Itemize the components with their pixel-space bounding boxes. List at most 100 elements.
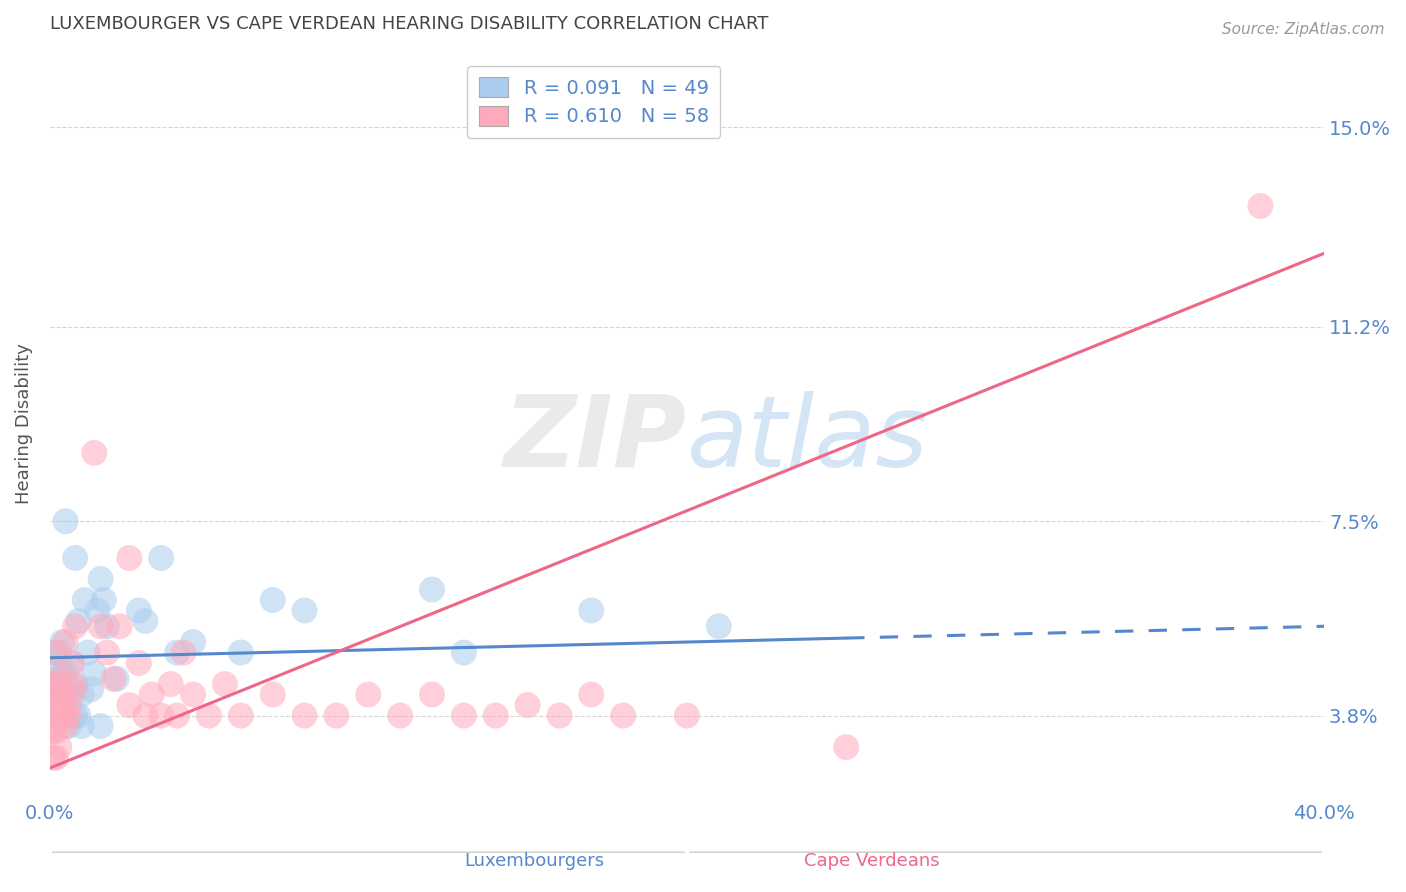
Point	[48, 688, 70, 702]
Point	[96, 619, 118, 633]
Point	[63, 708, 86, 723]
Text: Luxembourgers: Luxembourgers	[464, 852, 605, 870]
Point	[262, 688, 284, 702]
Point	[55, 635, 77, 649]
Point	[48, 698, 70, 712]
Point	[48, 677, 70, 691]
Point	[51, 698, 73, 712]
Point	[48, 656, 70, 670]
Point	[357, 688, 380, 702]
Point	[453, 708, 475, 723]
Point	[118, 551, 141, 566]
Point	[42, 750, 65, 764]
Point	[134, 708, 156, 723]
Point	[90, 719, 112, 733]
Point	[548, 708, 571, 723]
Point	[51, 698, 73, 712]
Point	[96, 646, 118, 660]
Point	[420, 688, 443, 702]
Point	[581, 603, 603, 617]
Point	[150, 708, 173, 723]
Point	[67, 614, 90, 628]
Point	[835, 740, 858, 755]
Point	[55, 708, 77, 723]
Point	[93, 593, 115, 607]
Point	[42, 677, 65, 691]
Point	[51, 666, 73, 681]
Text: Source: ZipAtlas.com: Source: ZipAtlas.com	[1222, 22, 1385, 37]
Point	[612, 708, 634, 723]
Point	[294, 708, 316, 723]
Text: LUXEMBOURGER VS CAPE VERDEAN HEARING DISABILITY CORRELATION CHART: LUXEMBOURGER VS CAPE VERDEAN HEARING DIS…	[49, 15, 768, 33]
Point	[294, 603, 316, 617]
Point	[48, 740, 70, 755]
Point	[45, 724, 67, 739]
Point	[58, 708, 80, 723]
Text: ZIP: ZIP	[503, 391, 688, 488]
Point	[105, 672, 128, 686]
Point	[51, 708, 73, 723]
Text: atlas: atlas	[688, 391, 928, 488]
Point	[45, 646, 67, 660]
Point	[60, 688, 83, 702]
Point	[173, 646, 195, 660]
Point	[55, 514, 77, 528]
Point	[55, 666, 77, 681]
Point	[51, 635, 73, 649]
Text: Cape Verdeans: Cape Verdeans	[804, 852, 939, 870]
Point	[198, 708, 221, 723]
Point	[166, 708, 188, 723]
Point	[63, 619, 86, 633]
Point	[166, 646, 188, 660]
Point	[45, 708, 67, 723]
Point	[58, 688, 80, 702]
Point	[214, 677, 236, 691]
Point	[42, 646, 65, 660]
Point	[67, 708, 90, 723]
Point	[60, 656, 83, 670]
Point	[707, 619, 730, 633]
Point	[48, 672, 70, 686]
Point	[73, 593, 96, 607]
Point	[63, 677, 86, 691]
Point	[63, 551, 86, 566]
Point	[181, 688, 204, 702]
Point	[134, 614, 156, 628]
Point	[118, 698, 141, 712]
Point	[676, 708, 699, 723]
Point	[90, 619, 112, 633]
Point	[60, 677, 83, 691]
Point	[181, 635, 204, 649]
Point	[70, 719, 93, 733]
Point	[42, 719, 65, 733]
Point	[141, 688, 163, 702]
Point	[485, 708, 508, 723]
Point	[86, 603, 108, 617]
Point	[83, 666, 105, 681]
Point	[45, 677, 67, 691]
Point	[516, 698, 538, 712]
Point	[55, 708, 77, 723]
Point	[453, 646, 475, 660]
Point	[581, 688, 603, 702]
Point	[60, 656, 83, 670]
Point	[45, 750, 67, 764]
Point	[55, 719, 77, 733]
Point	[108, 619, 131, 633]
Point	[42, 724, 65, 739]
Point	[150, 551, 173, 566]
Point	[1249, 199, 1271, 213]
Point	[63, 682, 86, 697]
Point	[45, 677, 67, 691]
Point	[83, 446, 105, 460]
Point	[262, 593, 284, 607]
Point	[77, 646, 100, 660]
Point	[389, 708, 412, 723]
Legend: R = 0.091   N = 49, R = 0.610   N = 58: R = 0.091 N = 49, R = 0.610 N = 58	[467, 66, 720, 138]
Point	[45, 708, 67, 723]
Point	[45, 677, 67, 691]
Point	[51, 688, 73, 702]
Point	[1026, 830, 1049, 844]
Point	[42, 688, 65, 702]
Point	[45, 698, 67, 712]
